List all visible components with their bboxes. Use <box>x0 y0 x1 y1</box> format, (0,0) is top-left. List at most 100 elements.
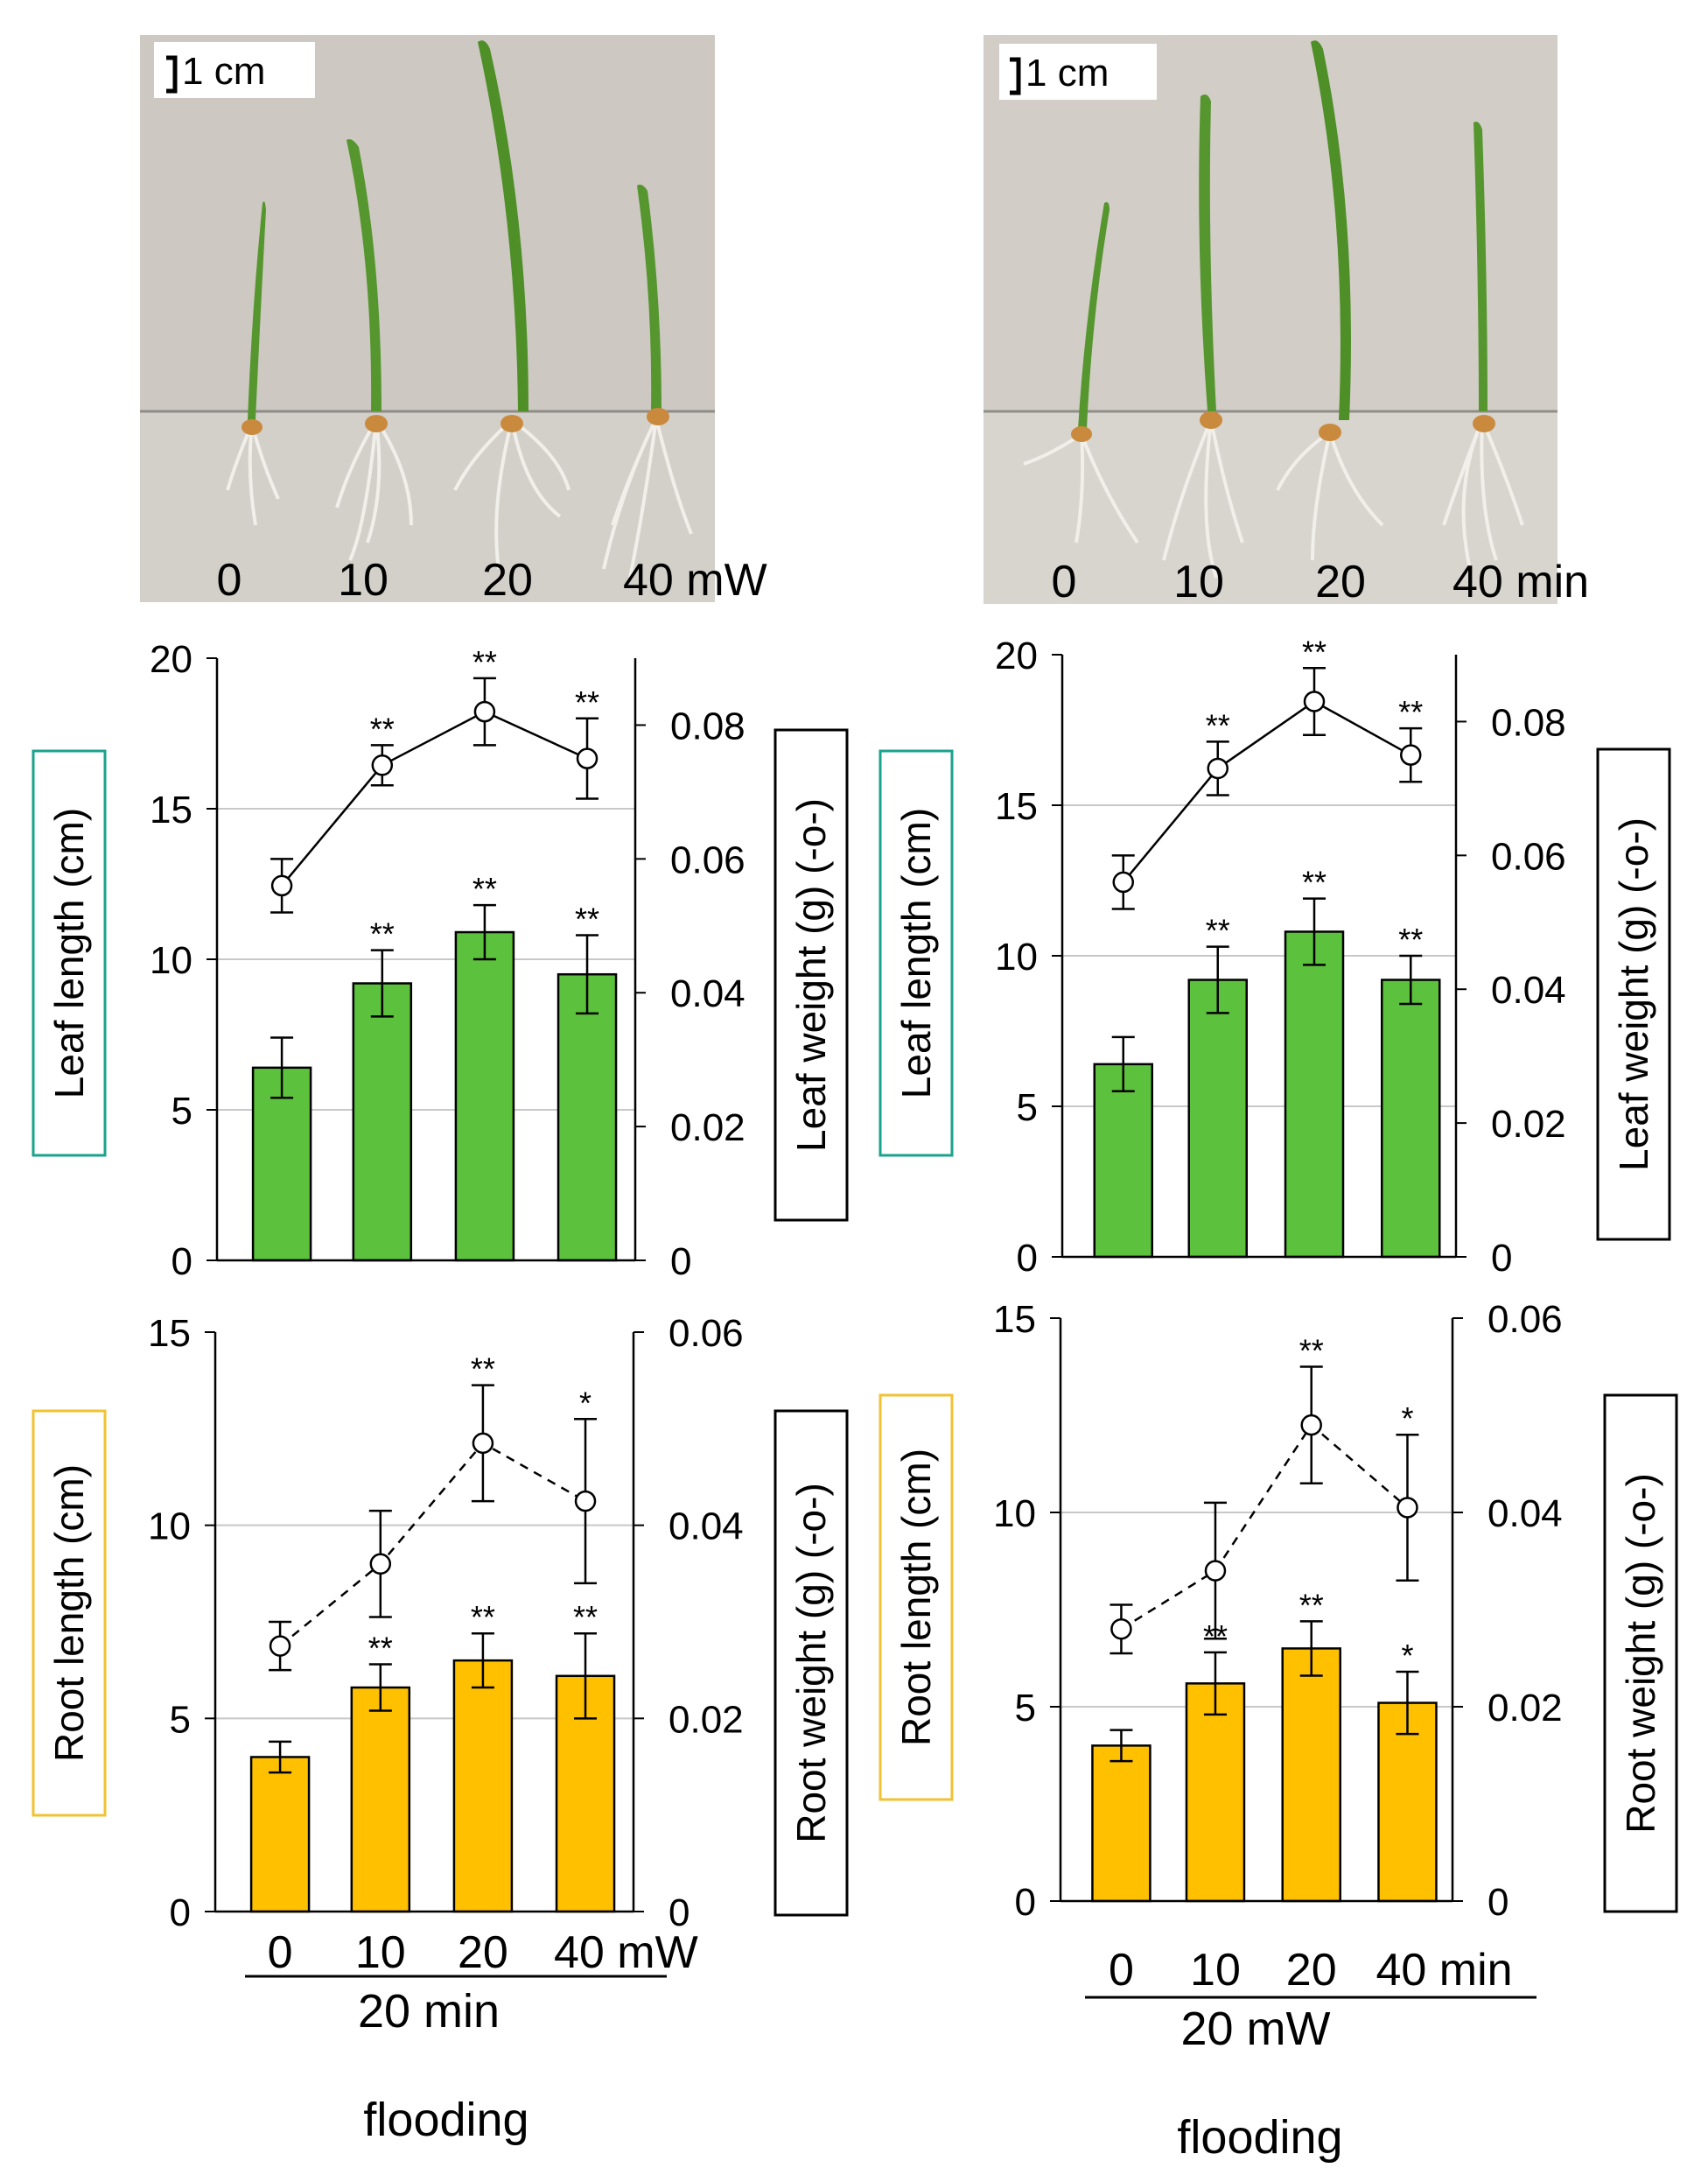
data-point <box>371 754 394 776</box>
point-significance-label: ** <box>1398 694 1423 730</box>
point-significance-label: ** <box>1302 634 1326 670</box>
y-left-tick-label: 0 <box>170 1891 191 1934</box>
y-left-tick-label: 0 <box>1015 1881 1036 1924</box>
x-tick-label: 10 <box>1190 1945 1241 1996</box>
bar-significance-label: ** <box>575 901 599 937</box>
y-left-axis-label: Leaf length (cm) <box>46 808 92 1098</box>
y-right-tick-label: 0.06 <box>1491 835 1566 878</box>
y-right-axis-label: Root weight (g) (-o-) <box>788 1483 834 1843</box>
y-right-tick-label: 0.02 <box>668 1698 744 1741</box>
y-right-tick-label: 0.08 <box>1491 701 1566 744</box>
seedling-0 <box>1023 202 1139 544</box>
y-left-label-box <box>878 1393 954 1801</box>
data-point <box>1112 871 1134 894</box>
chart-leaf-time: 0 5 10 15 20 0 0.02 0.04 0.06 0.08 ** ** ** ** ** ** Lea… <box>878 634 1671 1280</box>
y-right-tick-label: 0 <box>1491 1237 1512 1280</box>
bar-significance-label: * <box>1401 1638 1413 1673</box>
y-left-tick-label: 15 <box>995 785 1038 828</box>
photo-label-40: 40 min <box>1452 557 1589 607</box>
y-left-tick-label: 10 <box>148 1505 191 1548</box>
caption-sub-label: 20 min <box>358 1985 500 2038</box>
bar <box>352 982 413 1262</box>
data-point <box>269 1635 291 1657</box>
y-right-axis-label: Leaf weight (g) (-o-) <box>1611 817 1656 1171</box>
point-significance-label: ** <box>472 644 497 680</box>
y-left-tick-label: 20 <box>150 638 192 681</box>
x-tick-label: 20 <box>1286 1945 1337 1996</box>
series-line <box>1122 700 1411 883</box>
x-tick-label: 0 <box>268 1927 293 1978</box>
seedling-20 <box>1276 40 1384 561</box>
data-point <box>472 1432 494 1455</box>
x-tick-label: 10 <box>355 1927 406 1978</box>
bar-significance-label: ** <box>370 916 395 952</box>
bar <box>1093 1063 1153 1259</box>
seedling-10 <box>1162 95 1244 579</box>
bar <box>1281 1647 1341 1903</box>
photo-label-0: 0 <box>217 555 242 606</box>
x-tick-label: 20 <box>458 1927 508 1978</box>
series-line <box>279 1442 586 1647</box>
bar <box>1185 1682 1246 1903</box>
scale-label-box <box>999 44 1157 100</box>
y-right-tick-label: 0.06 <box>668 1312 744 1355</box>
series-line <box>1120 1423 1409 1631</box>
y-right-tick-label: 0.02 <box>1491 1103 1566 1146</box>
y-right-tick-label: 0.06 <box>1488 1298 1563 1341</box>
y-right-tick-label: 0 <box>670 1240 691 1283</box>
bar <box>1377 1701 1438 1903</box>
x-tick-label: 40 min <box>1376 1945 1512 1996</box>
y-right-tick-label: 0.04 <box>668 1505 744 1548</box>
y-left-tick-label: 5 <box>1015 1687 1036 1729</box>
bar <box>1187 979 1248 1259</box>
y-right-tick-label: 0.02 <box>1488 1687 1563 1729</box>
y-left-label-box <box>32 1409 107 1817</box>
data-point <box>1303 691 1326 712</box>
y-right-tick-label: 0.06 <box>670 838 746 881</box>
caption-flooding: flooding <box>363 2094 528 2146</box>
data-point <box>1400 744 1422 766</box>
data-point <box>1204 1560 1227 1582</box>
scale-label: 1 cm <box>182 50 265 93</box>
scale-bar-icon <box>166 55 178 94</box>
data-point <box>369 1553 392 1575</box>
bar-significance-label: ** <box>368 1631 393 1666</box>
bar <box>454 930 515 1262</box>
bar <box>452 1659 514 1913</box>
bar-significance-label: ** <box>472 871 497 907</box>
caption-sub-label: 20 mW <box>1180 2003 1330 2055</box>
bar-significance-label: ** <box>1302 865 1326 901</box>
y-right-label-box <box>1596 747 1671 1241</box>
y-right-tick-label: 0.04 <box>670 972 746 1015</box>
y-right-tick-label: 0.04 <box>1491 969 1566 1012</box>
data-point <box>473 700 496 723</box>
y-left-tick-label: 0 <box>1017 1237 1038 1280</box>
data-point <box>1110 1617 1132 1640</box>
point-significance-label: * <box>579 1385 592 1421</box>
photo-label-40: 40 mW <box>623 555 767 606</box>
data-point <box>270 874 293 897</box>
y-left-tick-label: 5 <box>170 1698 191 1741</box>
scale-label-box <box>154 42 315 98</box>
data-point <box>1207 757 1228 780</box>
y-left-axis-label: Leaf length (cm) <box>893 808 939 1098</box>
bar <box>1381 979 1441 1259</box>
seedling-40 <box>1442 122 1524 570</box>
data-point <box>576 747 598 769</box>
seedling-40 <box>602 184 693 579</box>
point-significance-label: ** <box>471 1351 495 1387</box>
y-right-tick-label: 0.02 <box>670 1106 746 1149</box>
y-right-tick-label: 0.08 <box>670 705 746 747</box>
point-significance-label: * <box>1401 1400 1413 1436</box>
y-left-label-box <box>878 749 954 1157</box>
bar <box>556 972 618 1262</box>
y-left-tick-label: 20 <box>995 635 1038 677</box>
y-left-tick-label: 5 <box>1017 1086 1038 1129</box>
scale-bar-icon <box>1010 57 1021 95</box>
y-right-tick-label: 0 <box>1488 1881 1508 1924</box>
data-point <box>1300 1414 1322 1436</box>
seedling-10 <box>335 139 413 561</box>
